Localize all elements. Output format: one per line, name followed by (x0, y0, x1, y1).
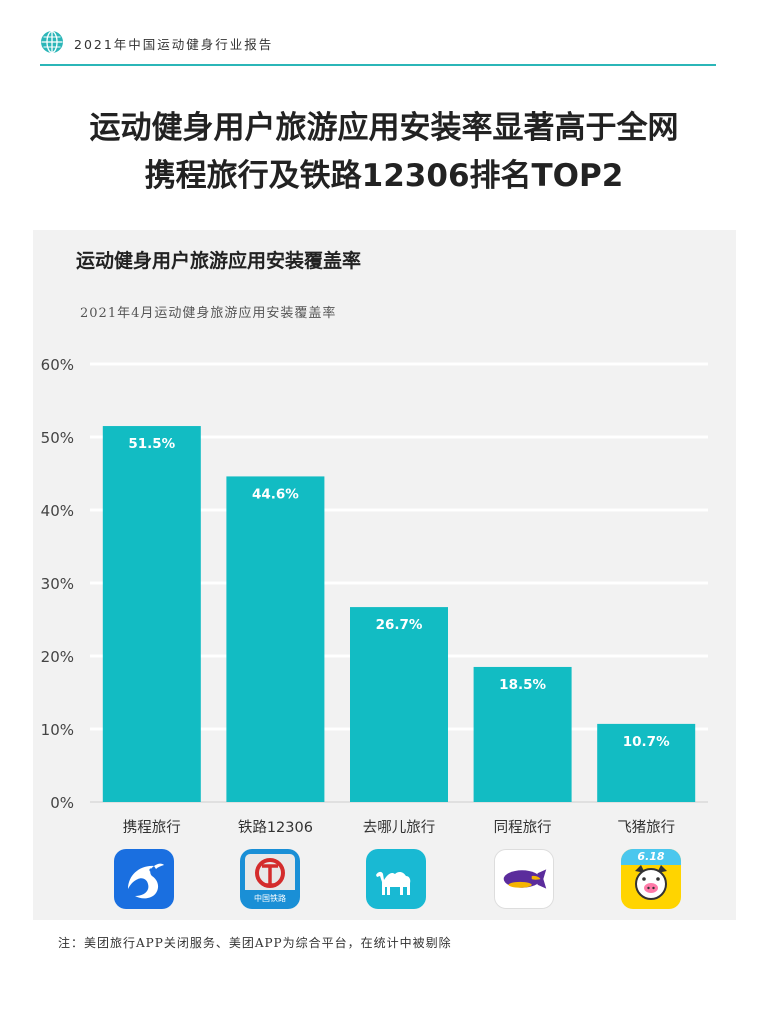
data-label: 44.6% (252, 486, 299, 502)
report-header: 2021年中国运动健身行业报告 (40, 28, 716, 66)
qunar-camel-icon (366, 849, 426, 909)
railway-icon-text: 中国铁路 (254, 894, 286, 903)
bar (597, 723, 696, 802)
y-tick-label: 20% (41, 648, 74, 666)
y-tick-label: 60% (41, 356, 74, 374)
x-tick-label: 携程旅行 (123, 819, 181, 836)
fliggy-icon-text: 6.18 (637, 850, 665, 863)
page-title-line-1: 运动健身用户旅游应用安装率显著高于全网 (89, 110, 679, 146)
y-tick-label: 30% (41, 575, 74, 593)
bar (226, 476, 325, 802)
fliggy-pig-icon: 6.18 (621, 849, 681, 909)
data-label: 10.7% (623, 734, 670, 750)
y-tick-label: 10% (41, 721, 74, 739)
data-label: 26.7% (376, 617, 423, 633)
y-tick-label: 40% (41, 502, 74, 520)
page-title: 运动健身用户旅游应用安装率显著高于全网 携程旅行及铁路12306排名TOP2 (0, 104, 768, 200)
bar (102, 426, 201, 802)
chart-heading: 运动健身用户旅游应用安装覆盖率 (76, 250, 362, 272)
page-title-line-2: 携程旅行及铁路12306排名TOP2 (144, 158, 624, 194)
globe-icon (41, 30, 63, 54)
x-tick-label: 铁路12306 (238, 819, 313, 836)
data-label: 51.5% (128, 436, 175, 452)
x-tick-label: 去哪儿旅行 (363, 819, 436, 836)
data-label: 18.5% (499, 677, 546, 693)
ctrip-dolphin-icon (114, 849, 174, 909)
bar (473, 666, 572, 802)
tongcheng-airship-icon (494, 849, 554, 909)
footnote: 注：美团旅行APP关闭服务、美团APP为综合平台，在统计中被剔除 (58, 936, 452, 950)
chart-subtitle: 2021年4月运动健身旅游应用安装覆盖率 (80, 306, 337, 321)
x-tick-label: 飞猪旅行 (617, 819, 675, 836)
x-tick-label: 同程旅行 (494, 819, 552, 836)
report-header-text: 2021年中国运动健身行业报告 (74, 37, 274, 52)
y-tick-label: 50% (41, 429, 74, 447)
railway-12306-icon: 中国铁路 (240, 849, 300, 909)
bar (350, 607, 448, 802)
y-tick-label: 0% (50, 794, 74, 812)
